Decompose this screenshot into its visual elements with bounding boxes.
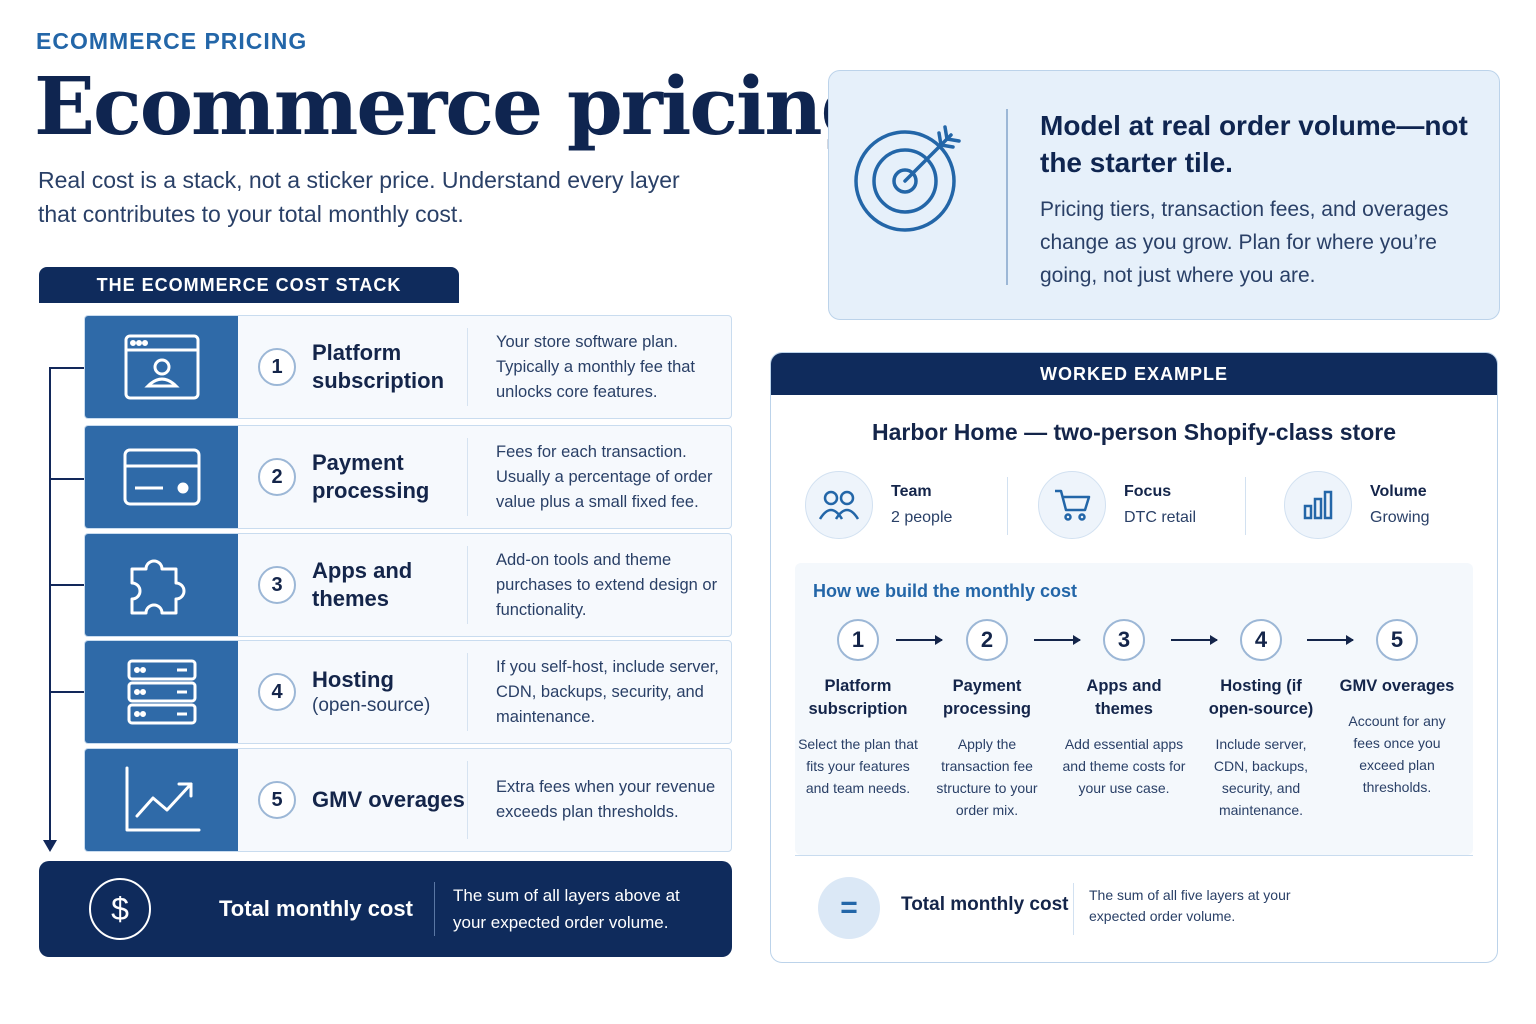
layer-number: 2 [258,458,296,496]
step-gmv: 5 GMV overages Account for any fees once… [1334,619,1460,798]
step-description: Include server, CDN, backups, security, … [1213,736,1309,818]
divider [795,855,1473,856]
layer-number: 4 [258,673,296,711]
arrow-right-icon [1171,635,1218,645]
layer-title: Payment processing [312,449,467,505]
page-title: Ecommerce pricing [34,59,877,153]
fact-value: 2 people [891,509,953,526]
step-title: Apps and themes [1086,677,1162,718]
divider [434,882,435,936]
step-number: 1 [837,619,879,661]
browser-user-icon [85,316,238,418]
layer-title: Hosting (open-source) [312,666,430,718]
fact-label: Volume [1370,483,1427,500]
step-description: Apply the transaction fee structure to y… [936,736,1038,818]
bar-chart-icon [1284,471,1352,539]
dollar-icon: $ [89,878,151,940]
intro-text: Real cost is a stack, not a sticker pric… [38,167,680,227]
layer-number: 1 [258,348,296,386]
layer-title: Apps and themes [312,557,467,613]
divider [1006,109,1008,285]
step-title: Hosting (if open-source) [1208,677,1314,718]
stack-rail [49,367,51,843]
step-number: 3 [1103,619,1145,661]
people-icon [805,471,873,539]
arrow-right-icon [896,635,943,645]
worked-example-title: Harbor Home — two-person Shopify-class s… [872,419,1396,445]
step-description: Account for any fees once you exceed pla… [1348,713,1446,795]
fact-label: Focus [1124,483,1172,500]
cost-layer-platform: 1 Platform subscription Your store softw… [84,315,732,419]
stack-total-label: Total monthly cost [219,896,413,921]
cart-icon [1038,471,1106,539]
arrow-right-icon [1307,635,1354,645]
worked-example-heading: WORKED EXAMPLE [771,353,1497,395]
step-payment: 2 Payment processing Apply the transacti… [924,619,1050,821]
layer-title-text: Apps and themes [312,558,413,611]
step-number: 2 [966,619,1008,661]
step-hosting: 4 Hosting (if open-source) Include serve… [1198,619,1324,821]
step-description: Select the plan that fits your features … [798,736,918,796]
layer-title: GMV overages [312,786,465,814]
callout-body: Pricing tiers, transaction fees, and ove… [1040,198,1449,287]
divider [1073,883,1074,935]
credit-card-icon [85,426,238,528]
step-title: Platform subscription [808,677,908,718]
stack-total-description: The sum of all layers above at your expe… [453,886,680,932]
fact-value: Growing [1370,509,1430,526]
eyebrow: ECOMMERCE PRICING [36,28,308,54]
layer-title-text: Payment processing [312,450,430,503]
worked-total-description: The sum of all five layers at your expec… [1089,887,1291,924]
step-title: Payment processing [942,677,1032,718]
layer-description: If you self-host, include server, CDN, b… [496,657,719,726]
layer-subtitle: (open-source) [312,695,431,716]
arrow-right-icon [1034,635,1081,645]
step-description: Add essential apps and theme costs for y… [1062,736,1186,796]
target-icon [853,123,965,240]
layer-description: Your store software plan. Typically a mo… [496,332,696,401]
step-title: GMV overages [1339,677,1455,695]
layer-title-text: GMV overages [312,787,465,812]
steps-panel: How we build the monthly cost 1 Platform… [795,563,1473,855]
cost-layer-hosting: 4 Hosting (open-source) If you self-host,… [84,640,732,744]
rail-tick [49,367,85,369]
puzzle-icon [85,534,238,636]
layer-title: Platform subscription [312,339,467,395]
fact-focus: Focus DTC retail [1038,471,1196,539]
layer-description: Add-on tools and theme purchases to exte… [496,550,718,619]
step-number: 5 [1376,619,1418,661]
fact-label: Team [891,483,932,500]
steps-heading: How we build the monthly cost [813,581,1078,601]
callout-title: Model at real order volume—not the start… [1040,110,1468,178]
volume-callout: Model at real order volume—not the start… [828,70,1500,320]
rail-tick [49,691,85,693]
worked-total-label: Total monthly cost [901,894,1069,915]
server-icon [85,641,238,743]
layer-title-text: Platform subscription [312,340,445,393]
layer-number: 5 [258,781,296,819]
fact-team: Team 2 people [805,471,952,539]
equals-icon: = [818,877,880,939]
fact-volume: Volume Growing [1284,471,1430,539]
layer-description: Extra fees when your revenue exceeds pla… [496,778,716,821]
layer-title-text: Hosting [312,667,394,692]
cost-stack-heading: THE ECOMMERCE COST STACK [39,267,459,303]
step-apps: 3 Apps and themes Add essential apps and… [1061,619,1187,799]
stack-total-bar: $ Total monthly cost The sum of all laye… [39,861,732,957]
worked-example-card: WORKED EXAMPLE Harbor Home — two-person … [770,352,1498,963]
layer-number: 3 [258,566,296,604]
layer-description: Fees for each transaction. Usually a per… [496,442,713,511]
divider [1245,477,1246,535]
rail-arrow-icon [43,840,57,852]
rail-tick [49,584,85,586]
divider [1007,477,1008,535]
cost-layer-gmv: 5 GMV overages Extra fees when your reve… [84,748,732,852]
step-platform: 1 Platform subscription Select the plan … [795,619,921,799]
cost-layer-payment: 2 Payment processing Fees for each trans… [84,425,732,529]
rail-tick [49,478,85,480]
cost-layer-apps: 3 Apps and themes Add-on tools and theme… [84,533,732,637]
trend-chart-icon [85,749,238,851]
fact-value: DTC retail [1124,509,1197,526]
step-number: 4 [1240,619,1282,661]
